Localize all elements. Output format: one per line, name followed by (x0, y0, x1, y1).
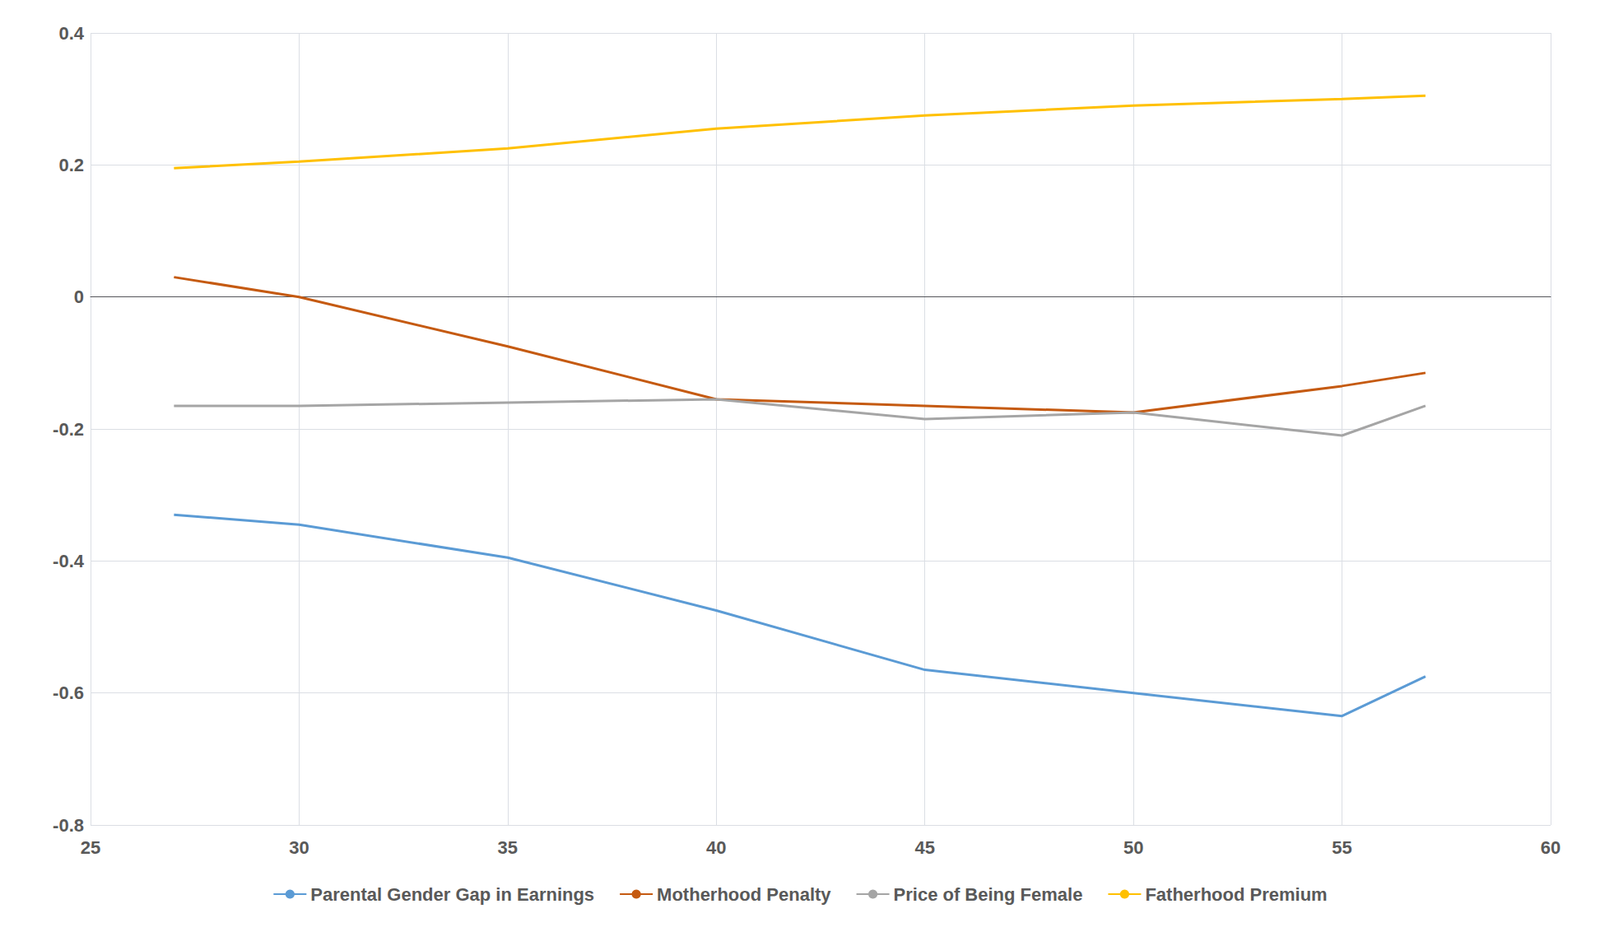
svg-text:0.2: 0.2 (58, 154, 84, 176)
svg-text:-0.2: -0.2 (52, 418, 84, 440)
svg-text:55: 55 (1331, 837, 1352, 858)
svg-text:-0.8: -0.8 (52, 814, 84, 836)
svg-text:45: 45 (914, 837, 935, 858)
svg-text:30: 30 (288, 837, 309, 858)
svg-text:0.4: 0.4 (58, 23, 84, 44)
svg-text:60: 60 (1540, 837, 1561, 858)
svg-text:40: 40 (706, 837, 726, 858)
svg-text:35: 35 (497, 837, 518, 858)
svg-text:Fatherhood Premium: Fatherhood Premium (1144, 883, 1327, 905)
svg-text:-0.4: -0.4 (52, 550, 85, 572)
svg-text:Price of Being Female: Price of Being Female (893, 883, 1084, 905)
svg-text:Parental Gender Gap in Earning: Parental Gender Gap in Earnings (310, 883, 595, 905)
svg-text:Motherhood Penalty: Motherhood Penalty (656, 883, 832, 905)
svg-text:-0.6: -0.6 (52, 682, 84, 703)
svg-text:25: 25 (80, 837, 101, 858)
svg-text:50: 50 (1123, 837, 1144, 858)
svg-text:0: 0 (74, 286, 84, 307)
